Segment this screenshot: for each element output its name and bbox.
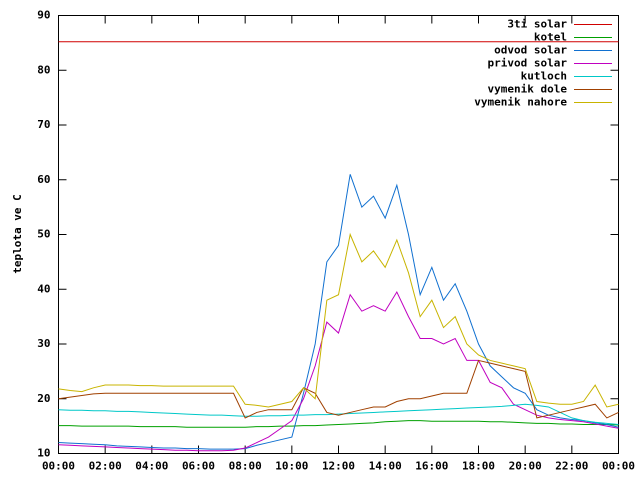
series-line — [58, 174, 619, 450]
x-tick-label: 04:00 — [135, 460, 168, 473]
y-tick-label: 40 — [37, 282, 50, 295]
x-tick-label: 16:00 — [415, 460, 448, 473]
series-line — [58, 290, 619, 452]
legend-label: privod solar — [488, 57, 568, 70]
series-line — [58, 232, 619, 408]
y-tick-label: 50 — [37, 228, 50, 241]
x-tick-label: 00:00 — [42, 460, 75, 473]
legend-label: kutloch — [521, 70, 567, 83]
y-axis-label: teplota ve C — [11, 194, 24, 273]
series-line — [58, 359, 619, 419]
y-tick-label: 10 — [37, 447, 50, 460]
x-tick-label: 12:00 — [322, 460, 355, 473]
legend-label: 3ti solar — [507, 18, 567, 31]
x-tick-label: 20:00 — [509, 460, 542, 473]
x-tick-label: 18:00 — [462, 460, 495, 473]
y-tick-label: 90 — [37, 9, 50, 22]
x-tick-label: 06:00 — [182, 460, 215, 473]
legend-label: vymenik dole — [488, 83, 568, 96]
y-tick-label: 80 — [37, 63, 50, 76]
x-tick-label: 10:00 — [275, 460, 308, 473]
y-tick-label: 30 — [37, 337, 50, 350]
y-tick-label: 60 — [37, 173, 50, 186]
x-tick-label: 22:00 — [555, 460, 588, 473]
series-line — [58, 420, 619, 428]
y-tick-label: 20 — [37, 392, 50, 405]
legend-label: odvod solar — [494, 44, 567, 57]
legend-label: vymenik nahore — [474, 96, 567, 109]
x-tick-label: 00:00 — [602, 460, 635, 473]
x-tick-label: 08:00 — [229, 460, 262, 473]
y-tick-label: 70 — [37, 118, 50, 131]
x-tick-label: 02:00 — [89, 460, 122, 473]
series-line — [58, 403, 619, 425]
x-tick-label: 14:00 — [369, 460, 402, 473]
legend-label: kotel — [534, 31, 567, 44]
